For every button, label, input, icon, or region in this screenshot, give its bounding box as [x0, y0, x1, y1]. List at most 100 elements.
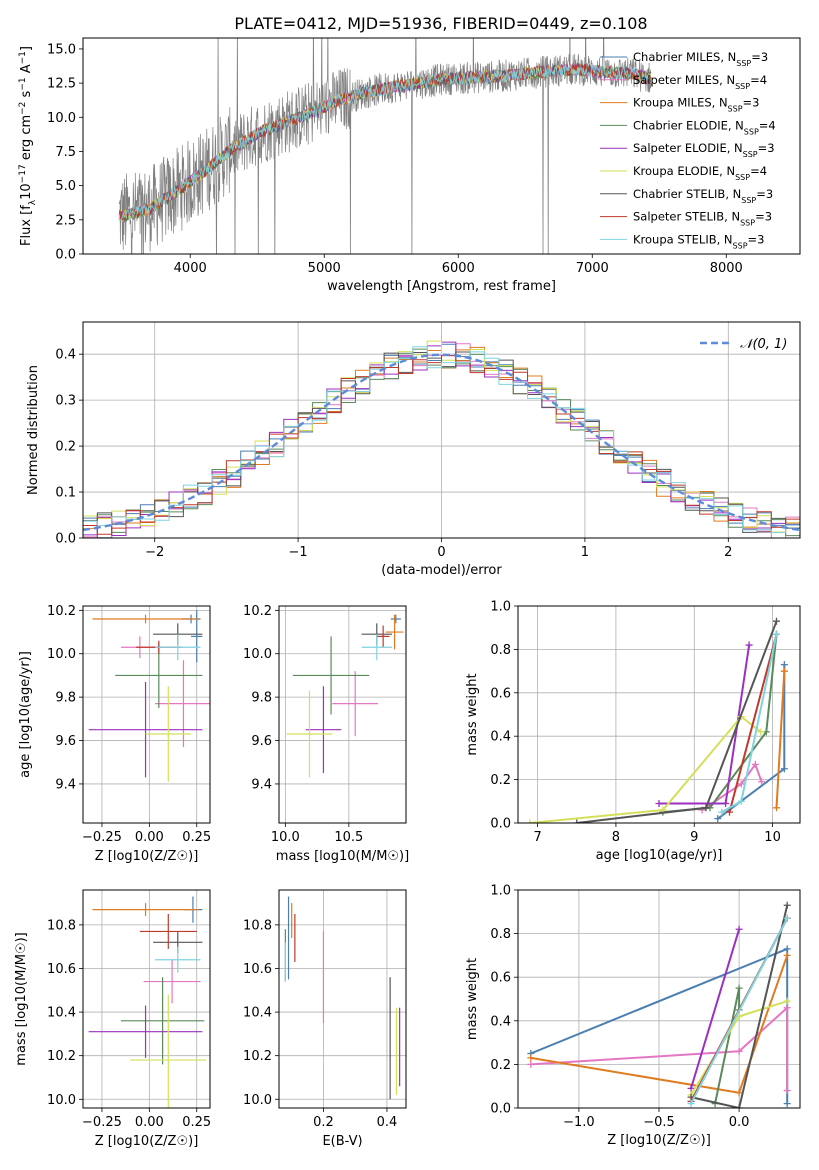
errorbar-plot-area — [284, 896, 401, 1100]
weight-point-marker — [702, 804, 710, 812]
weight-point-marker — [527, 1060, 535, 1068]
x-tick-label: 2 — [724, 545, 732, 560]
x-tick-label: −0.5 — [643, 1115, 675, 1130]
weight-point-marker — [783, 1100, 791, 1108]
y-tick-label: 12.5 — [47, 77, 76, 92]
x-tick-label: 10.5 — [334, 830, 363, 845]
errorbar-plot-area — [88, 610, 210, 782]
normal-reference-curve — [83, 353, 800, 532]
axes-frame — [278, 605, 407, 824]
x-axis-label: (data-model)/error — [381, 563, 502, 578]
x-tick-label: 1 — [581, 545, 589, 560]
weight-point-marker — [687, 1100, 695, 1108]
age-vs-mass-panel: 10.0 10.5 9.4 9.6 9.8 10.0 10.2 mass [log10(M/M… — [243, 604, 409, 864]
age-vs-Z-panel: −0.25 0.00 0.25 9.4 9.6 9.8 10.0 10.2 Z [log10(Z… — [18, 604, 211, 864]
weight-point-marker — [722, 799, 730, 807]
y-tick-label: 9.8 — [251, 691, 272, 706]
y-tick-label: 10.4 — [243, 1006, 272, 1021]
weight-point-marker — [783, 901, 791, 909]
y-tick-label: 0.4 — [55, 348, 76, 363]
weight-point-marker — [735, 1047, 743, 1055]
x-tick-label: 10 — [764, 830, 781, 845]
weight-point-marker — [783, 951, 791, 959]
legend-label: Chabrier MILES, NSSP=3 — [633, 50, 768, 68]
weight-series-line — [775, 671, 786, 808]
weight-point-marker — [655, 799, 663, 807]
x-tick-label: 0.0 — [729, 1115, 750, 1130]
x-tick-label: −2 — [145, 545, 164, 560]
weight-series-line — [690, 928, 741, 1089]
y-tick-label: 5.0 — [55, 179, 76, 194]
x-tick-label: 0 — [437, 545, 445, 560]
weight-series-line — [529, 715, 762, 823]
weight-series-line — [690, 917, 789, 1105]
x-axis-label: mass [log10(M/M☉)] — [276, 849, 409, 864]
residual-histogram — [83, 355, 800, 535]
weight-point-marker — [757, 728, 765, 736]
x-tick-label: 0.2 — [313, 1115, 334, 1130]
model-spectrum-line — [118, 63, 651, 221]
x-axis-label: Z [log10(Z/Z☉)] — [607, 1133, 711, 1148]
weight-point-marker — [573, 819, 581, 823]
weight-point-marker — [735, 1104, 743, 1108]
weight-point-marker — [718, 808, 726, 816]
weight-point-marker — [737, 780, 745, 788]
axes-frame — [82, 321, 801, 539]
weight-point-marker — [687, 1084, 695, 1092]
spectrum-panel: 4000 5000 6000 7000 8000 0.0 2.5 5.0 7.5 10.0 12.5… — [18, 37, 801, 294]
weight-series-line — [728, 633, 778, 813]
y-tick-label: 10.8 — [47, 918, 76, 933]
x-tick-label: 8 — [612, 830, 620, 845]
x-tick-label: 9 — [690, 830, 698, 845]
y-tick-label: 10.2 — [47, 604, 76, 619]
legend-label: Salpeter STELIB, NSSP=3 — [633, 210, 772, 228]
y-tick-label: 0.8 — [490, 643, 511, 658]
legend-label: Kroupa STELIB, NSSP=3 — [633, 232, 764, 250]
x-axis-label: E(B-V) — [322, 1134, 362, 1149]
residuals-legend: 𝒩(0, 1) — [700, 337, 787, 352]
weight-point-marker — [735, 925, 743, 933]
x-tick-label: 8000 — [710, 261, 743, 276]
y-tick-label: 10.2 — [243, 604, 272, 619]
mass-vs-ebv-panel: 0.2 0.4 10.0 10.2 10.4 10.6 10.8 E(B-V) — [243, 889, 407, 1149]
spectrum-plot-area — [118, 38, 652, 254]
weight-point-marker — [714, 815, 722, 823]
weight-point-marker — [737, 797, 745, 805]
x-axis-label: Z [log10(Z/Z☉)] — [95, 849, 199, 864]
y-tick-label: 0.0 — [490, 1102, 511, 1117]
y-tick-label: 10.2 — [243, 1049, 272, 1064]
y-tick-label: 7.5 — [55, 145, 76, 160]
y-axis-label: mass [log10(M/M☉)] — [14, 932, 29, 1065]
y-tick-label: 10.2 — [47, 1049, 76, 1064]
x-tick-label: −1 — [289, 545, 308, 560]
legend-label: Kroupa ELODIE, NSSP=4 — [633, 164, 767, 182]
y-tick-label: 2.5 — [55, 213, 76, 228]
y-tick-label: 9.8 — [55, 691, 76, 706]
y-axis-label: Flux [fλ10−17 erg cm−2 s−1 A−1] — [18, 46, 38, 246]
axes-frame — [278, 889, 407, 1109]
weight-vs-age-panel: 7 8 9 10 0.0 0.2 0.4 0.6 0.8 1.0 age [log10(age/yr… — [465, 600, 801, 863]
weight-point-marker — [783, 945, 791, 953]
legend-label: Salpeter MILES, NSSP=4 — [633, 73, 767, 91]
weight-point-marker — [783, 1087, 791, 1095]
y-tick-label: 0.1 — [55, 486, 76, 501]
y-tick-label: 0.2 — [490, 773, 511, 788]
weight-plot-area — [526, 617, 788, 823]
weight-point-marker — [526, 819, 534, 823]
weight-series-line — [690, 905, 789, 1108]
y-tick-label: 10.0 — [47, 1093, 76, 1108]
x-tick-label: 0.4 — [377, 1115, 398, 1130]
y-tick-label: 0.0 — [55, 248, 76, 263]
weight-point-marker — [745, 641, 753, 649]
x-tick-label: 7000 — [576, 261, 609, 276]
weight-point-marker — [773, 804, 780, 812]
errorbar-plot-area — [286, 614, 404, 778]
x-tick-label: −0.25 — [82, 830, 122, 845]
y-axis-label: mass weight — [465, 958, 480, 1040]
y-tick-label: 0.6 — [490, 971, 511, 986]
weight-point-marker — [527, 1054, 535, 1062]
figure-title: PLATE=0412, MJD=51936, FIBERID=0449, z=0… — [234, 14, 647, 33]
y-tick-label: 9.4 — [55, 777, 76, 792]
y-tick-label: 0.2 — [55, 440, 76, 455]
